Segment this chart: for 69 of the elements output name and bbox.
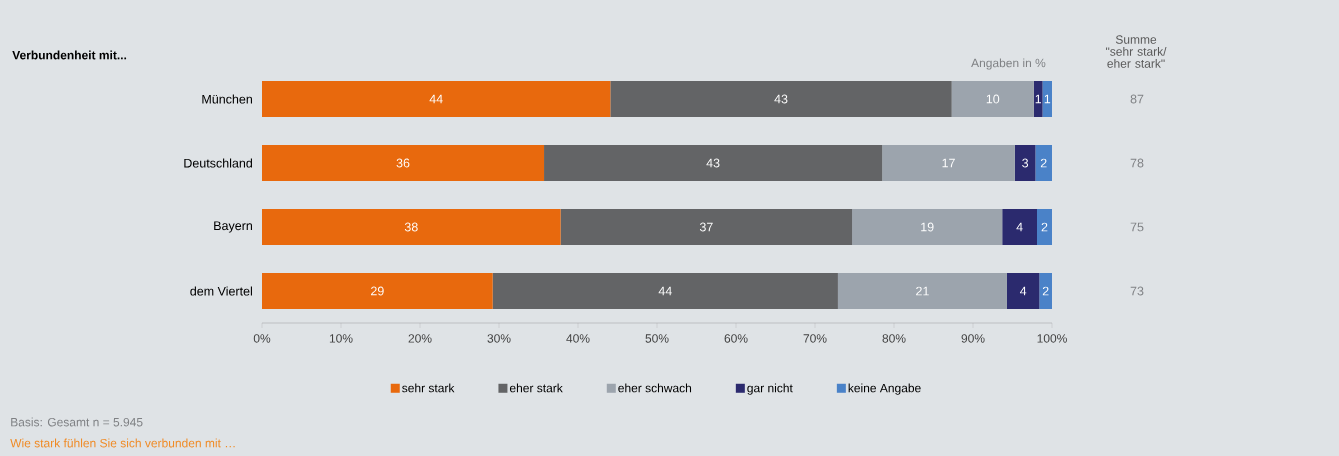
- x-tick-label: 100%: [1037, 334, 1067, 343]
- bar: [1006, 273, 1040, 309]
- bar: [1035, 145, 1053, 181]
- data-label: 17: [942, 158, 955, 168]
- bar: [1014, 145, 1036, 181]
- data-label: 38: [404, 222, 418, 232]
- bar: [544, 145, 883, 181]
- data-label: 36: [396, 158, 410, 168]
- legend-label: eher schwach: [618, 383, 692, 393]
- text: Basis: Gesamt n = 5.945: [11, 417, 143, 427]
- x-tick-label: 70%: [803, 334, 827, 343]
- bar: [882, 145, 1015, 181]
- legend-label: keine Angabe: [848, 383, 921, 395]
- bar: [560, 209, 853, 245]
- bar: [1002, 209, 1037, 245]
- y-axis-title: Verbundenheit mit...: [12, 50, 127, 60]
- bar: [262, 209, 561, 245]
- bar: [262, 81, 611, 117]
- x-tick-label: 10%: [329, 334, 353, 343]
- text: Summe "sehr stark/ eher stark": [1106, 35, 1167, 68]
- text: 87: [1130, 94, 1144, 104]
- data-label: 2: [1042, 286, 1049, 296]
- text: 75: [1130, 222, 1144, 232]
- data-label: 37: [699, 222, 713, 232]
- data-label: 2: [1041, 222, 1048, 232]
- x-tick-label: 30%: [487, 334, 511, 343]
- data-label: 3: [1022, 158, 1029, 168]
- bar: [1033, 81, 1043, 117]
- data-label: 4: [1019, 286, 1027, 296]
- data-label: 2: [1040, 158, 1047, 168]
- legend-label: gar nicht: [747, 383, 793, 395]
- legend-label: sehr stark: [402, 383, 455, 393]
- bar: [492, 273, 838, 309]
- legend-label: eher stark: [509, 383, 563, 393]
- data-label: 43: [774, 94, 788, 104]
- x-tick-label: 60%: [724, 334, 748, 343]
- bar: [262, 145, 545, 181]
- y-tick-label: Bayern: [214, 221, 252, 233]
- data-label: 43: [706, 158, 720, 168]
- text: Wie stark fühlen Sie sich verbunden mit …: [10, 438, 235, 448]
- x-tick-label: 50%: [645, 334, 669, 343]
- x-tick-label: 20%: [408, 334, 432, 343]
- x-tick-label: 90%: [961, 334, 985, 343]
- x-tick-label: 80%: [882, 334, 906, 343]
- data-label: 21: [916, 286, 929, 296]
- data-label: 19: [921, 222, 934, 232]
- data-label: 44: [658, 286, 672, 296]
- bar: [951, 81, 1034, 117]
- bar: [1042, 81, 1053, 117]
- text: 73: [1130, 286, 1144, 296]
- y-tick-label: dem Viertel: [190, 286, 252, 296]
- x-tick-label: 0%: [253, 334, 271, 343]
- bar: [262, 273, 493, 309]
- bar: [1037, 209, 1053, 245]
- bar: [1039, 273, 1053, 309]
- annotation: Angaben in %: [971, 58, 1046, 70]
- x-tick-label: 40%: [566, 334, 590, 343]
- data-label: 4: [1016, 222, 1023, 232]
- y-tick-label: München: [202, 94, 252, 104]
- data-label: 44: [429, 94, 443, 104]
- bar: [610, 81, 952, 117]
- text: 78: [1130, 158, 1144, 168]
- y-tick-label: Deutschland: [184, 158, 252, 168]
- data-label: 1: [1035, 94, 1042, 104]
- data-label: 10: [986, 94, 1000, 104]
- data-label: 29: [371, 286, 384, 296]
- bar: [837, 273, 1007, 309]
- bar: [852, 209, 1003, 245]
- data-label: 1: [1044, 94, 1051, 104]
